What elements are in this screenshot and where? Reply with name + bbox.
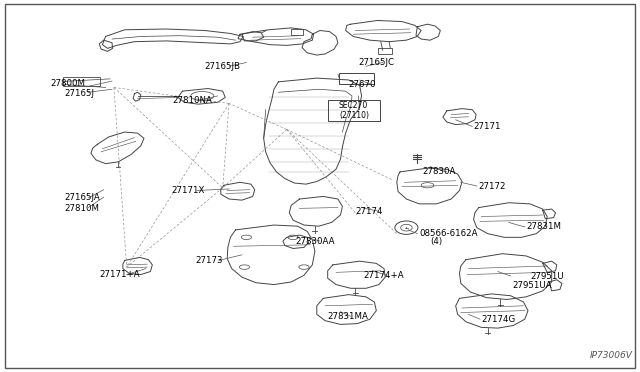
Bar xyxy=(63,77,100,86)
Text: 27172: 27172 xyxy=(479,182,506,190)
Text: 27951U: 27951U xyxy=(530,272,564,280)
Text: 27165J: 27165J xyxy=(64,89,94,97)
Bar xyxy=(339,73,374,84)
Text: 27171+A: 27171+A xyxy=(99,270,140,279)
Bar xyxy=(291,29,303,35)
Text: 27171: 27171 xyxy=(474,122,501,131)
Text: 27670: 27670 xyxy=(349,80,376,89)
Text: 27171X: 27171X xyxy=(172,186,205,195)
Bar xyxy=(378,48,392,54)
Text: 27831M: 27831M xyxy=(526,222,561,231)
Text: 27174G: 27174G xyxy=(481,315,516,324)
Text: 27174: 27174 xyxy=(355,207,383,216)
Text: 27173: 27173 xyxy=(195,256,223,265)
Text: IP73006V: IP73006V xyxy=(589,351,632,360)
Text: 08566-6162A: 08566-6162A xyxy=(419,229,477,238)
Text: 27810M: 27810M xyxy=(64,204,99,213)
Text: 27830A: 27830A xyxy=(422,167,456,176)
Text: 27165JB: 27165JB xyxy=(205,62,241,71)
Text: 27831MA: 27831MA xyxy=(328,312,369,321)
Text: (4): (4) xyxy=(430,237,442,246)
Text: 27165JC: 27165JC xyxy=(358,58,394,67)
Text: 27951UA: 27951UA xyxy=(512,281,552,290)
Text: 27830AA: 27830AA xyxy=(296,237,335,246)
Bar xyxy=(328,100,380,121)
Text: 27165JA: 27165JA xyxy=(64,193,100,202)
Text: SEC270
(27110): SEC270 (27110) xyxy=(339,101,369,120)
Text: 27810NA: 27810NA xyxy=(173,96,212,105)
Text: 27800M: 27800M xyxy=(50,79,85,88)
Text: 27174+A: 27174+A xyxy=(364,271,404,280)
